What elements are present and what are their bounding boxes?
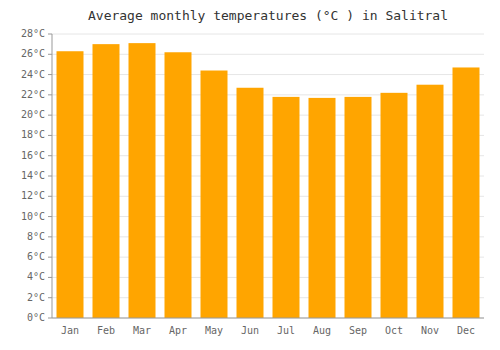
y-tick <box>48 135 52 136</box>
bar <box>129 43 156 318</box>
y-tick <box>48 74 52 75</box>
y-tick-label: 16°C <box>21 150 45 161</box>
chart-title: Average monthly temperatures (°C ) in Sa… <box>88 8 448 23</box>
bar <box>57 51 84 318</box>
y-tick-label: 14°C <box>21 170 45 181</box>
y-tick <box>48 196 52 197</box>
y-tick <box>48 318 52 319</box>
y-tick <box>48 34 52 35</box>
grid-line <box>52 34 484 35</box>
bar <box>381 93 408 318</box>
grid-line <box>52 318 484 319</box>
x-tick-label: Oct <box>385 325 403 336</box>
y-tick-label: 2°C <box>27 292 45 303</box>
bar <box>453 67 480 318</box>
x-tick-label: Apr <box>169 325 187 336</box>
x-tick-label: Jan <box>61 325 79 336</box>
y-axis: 0°C 2°C 4°C 6°C 8°C 10°C 12°C 14°C 16°C 18°C 20°C 2… <box>21 28 52 323</box>
y-tick <box>48 216 52 217</box>
y-tick <box>48 176 52 177</box>
y-tick-label: 0°C <box>27 312 45 323</box>
y-tick-label: 24°C <box>21 69 45 80</box>
y-tick-label: 18°C <box>21 129 45 140</box>
y-tick-label: 4°C <box>27 271 45 282</box>
y-tick-label: 8°C <box>27 231 45 242</box>
bar <box>237 88 264 318</box>
y-tick <box>48 257 52 258</box>
x-tick-label: Dec <box>457 325 475 336</box>
bar <box>345 97 372 318</box>
y-tick-label: 6°C <box>27 251 45 262</box>
x-axis-line <box>52 318 484 319</box>
x-tick-label: May <box>205 325 223 336</box>
y-tick-label: 22°C <box>21 89 45 100</box>
grid <box>52 34 484 318</box>
bar <box>273 97 300 318</box>
bar <box>417 85 444 318</box>
y-tick <box>48 297 52 298</box>
bar <box>201 71 228 318</box>
y-tick <box>48 236 52 237</box>
bars <box>57 43 480 318</box>
y-tick-label: 28°C <box>21 28 45 39</box>
bar <box>165 52 192 318</box>
x-tick-label: Jul <box>277 325 295 336</box>
x-tick-label: Nov <box>421 325 439 336</box>
y-tick <box>48 277 52 278</box>
x-axis: Jan Feb Mar Apr May Jun Jul Aug Sep Oct Nov Dec <box>61 325 475 336</box>
y-tick <box>48 54 52 55</box>
y-tick <box>48 94 52 95</box>
y-tick-label: 26°C <box>21 48 45 59</box>
x-tick-label: Jun <box>241 325 259 336</box>
y-axis-line <box>52 34 53 318</box>
bar <box>93 44 120 318</box>
y-tick-label: 20°C <box>21 109 45 120</box>
y-tick-label: 12°C <box>21 190 45 201</box>
y-tick-label: 10°C <box>21 211 45 222</box>
y-tick <box>48 155 52 156</box>
x-tick-label: Feb <box>97 325 115 336</box>
x-tick-label: Sep <box>349 325 367 336</box>
page: {"chart_data": {"type": "bar", "title": … <box>0 0 500 350</box>
x-tick-label: Aug <box>313 325 331 336</box>
chart-container: Average monthly temperatures (°C ) in Sa… <box>0 0 500 350</box>
x-tick-label: Mar <box>133 325 151 336</box>
bar <box>309 98 336 318</box>
chart-svg: Average monthly temperatures (°C ) in Sa… <box>0 0 500 350</box>
y-tick <box>48 115 52 116</box>
